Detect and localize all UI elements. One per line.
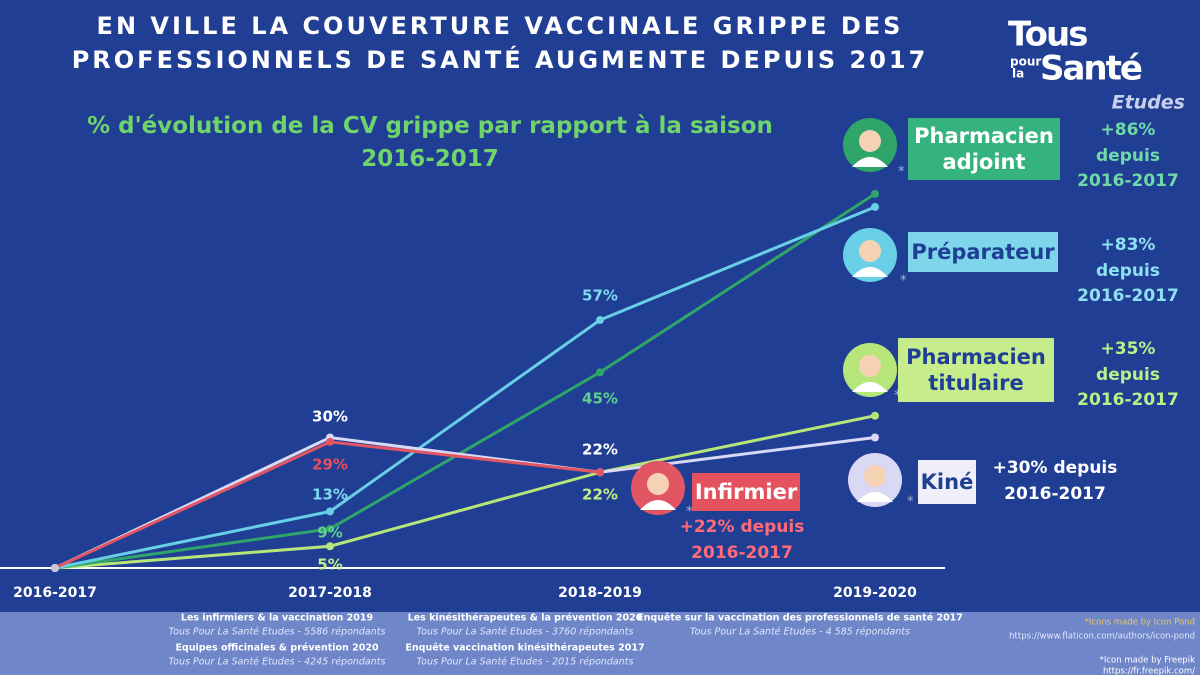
data-point [871, 189, 879, 198]
source-detail: Tous Pour La Santé Etudes - 5586 réponda… [169, 627, 386, 638]
source-title: Equipes officinales & prévention 2020 [175, 643, 379, 654]
logo-text: Santé [1040, 49, 1142, 89]
icon-face [859, 240, 881, 262]
data-label: 22% [582, 486, 618, 504]
icon-body [640, 500, 676, 510]
footer-band [0, 612, 1200, 675]
data-point [871, 202, 879, 211]
icon-marker: * [894, 389, 901, 404]
x-tick-label: 2016-2017 [13, 585, 97, 601]
source-detail: Tous Pour La Santé Etudes - 2015 réponda… [417, 657, 634, 668]
source-detail: Tous Pour La Santé Etudes - 4245 réponda… [169, 657, 386, 668]
icon-marker: * [907, 495, 914, 510]
series-line [54, 192, 876, 570]
data-point [326, 437, 334, 446]
legend-label: Kiné [918, 460, 976, 504]
icon-face [859, 355, 881, 377]
data-label: 13% [312, 486, 348, 504]
data-label: 57% [582, 287, 618, 305]
icon-body [852, 267, 888, 277]
source-title: Enquête vaccination kinésithérapeutes 20… [405, 643, 644, 654]
icon-body [852, 382, 888, 392]
icon-marker: * [900, 274, 907, 289]
series-line [54, 435, 876, 570]
data-label: 30% [312, 408, 348, 426]
legend-label: Infirmier [692, 473, 800, 511]
credit: https://www.flaticon.com/authors/icon-po… [1009, 632, 1195, 642]
logo-text: Tous [1008, 15, 1087, 55]
data-label: 9% [317, 524, 342, 542]
data-point [596, 368, 604, 377]
data-label: 45% [582, 390, 618, 408]
data-label: 22% [582, 441, 618, 459]
credit: *Icons made by Icon Pond [1085, 618, 1195, 628]
icon-body [857, 492, 893, 502]
legend-label: Pharmacien adjoint [908, 118, 1060, 180]
chart-title: EN VILLE LA COUVERTURE VACCINALE GRIPPE … [72, 12, 929, 74]
credit: https://fr.freepik.com/ [1103, 667, 1195, 675]
source-detail: Tous Pour La Santé Etudes - 3760 réponda… [417, 627, 634, 638]
icon-face [864, 465, 886, 487]
data-point [596, 468, 604, 477]
icon-marker: * [686, 505, 693, 520]
data-point [326, 542, 334, 551]
source-title: Enquête sur la vaccination des professio… [637, 613, 963, 624]
data-label: 5% [317, 556, 342, 574]
annotation: +86% depuis 2016-2017 [1077, 120, 1179, 191]
data-label: 29% [312, 456, 348, 474]
legend-label: Pharmacien titulaire [898, 338, 1054, 402]
annotation: +30% depuis 2016-2017 [992, 458, 1118, 504]
x-tick-label: 2018-2019 [558, 585, 642, 601]
annotation: +83% depuis 2016-2017 [1077, 235, 1179, 306]
icon-face [859, 130, 881, 152]
source-title: Les infirmiers & la vaccination 2019 [181, 613, 373, 624]
icon-body [852, 157, 888, 167]
source-detail: Tous Pour La Santé Etudes - 4 585 répond… [690, 627, 910, 638]
logo-text: la [1012, 67, 1024, 81]
icon-face [647, 473, 669, 495]
data-point [326, 507, 334, 516]
logo-sub: Etudes [1112, 92, 1185, 114]
x-tick-label: 2019-2020 [833, 585, 917, 601]
legend-label: Préparateur [908, 232, 1058, 272]
x-tick-label: 2017-2018 [288, 585, 372, 601]
chart-subtitle: % d'évolution de la CV grippe par rappor… [87, 112, 773, 172]
data-point [51, 564, 59, 572]
series-line [54, 414, 876, 570]
logo-text: pour [1010, 55, 1041, 69]
annotation: +35% depuis 2016-2017 [1077, 339, 1179, 410]
data-point [326, 524, 334, 533]
data-point [871, 411, 879, 420]
credit: *Icon made by Freepik [1100, 656, 1195, 666]
source-title: Les kinésithérapeutes & la prévention 20… [408, 613, 643, 624]
icon-marker: * [898, 165, 905, 180]
data-point [596, 316, 604, 325]
series-line [54, 205, 876, 570]
data-point [871, 433, 879, 442]
annotation: +22% depuis 2016-2017 [679, 517, 805, 563]
